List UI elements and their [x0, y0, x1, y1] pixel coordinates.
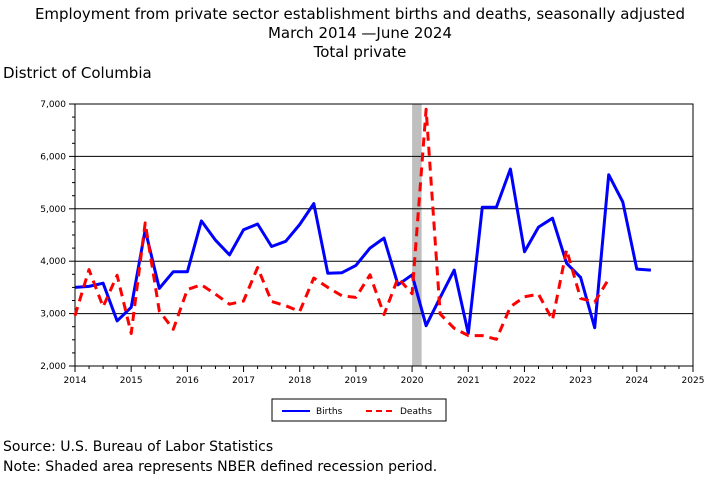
y-tick-label: 4,000 [40, 257, 66, 267]
x-tick-label: 2025 [682, 376, 705, 386]
chart-title: Employment from private sector establish… [34, 5, 686, 23]
chart-subtitle: Total private [313, 43, 407, 61]
x-tick-label: 2021 [457, 376, 480, 386]
recession-note: Note: Shaded area represents NBER define… [3, 459, 438, 475]
x-tick-label: 2020 [401, 376, 424, 386]
x-tick-label: 2017 [232, 376, 255, 386]
y-tick-label: 6,000 [40, 152, 66, 162]
x-tick-label: 2024 [625, 376, 648, 386]
x-tick-label: 2023 [569, 376, 592, 386]
y-tick-label: 3,000 [40, 310, 66, 320]
x-tick-label: 2014 [64, 376, 87, 386]
legend-label-deaths: Deaths [400, 407, 432, 417]
chart-date-range: March 2014 —June 2024 [267, 24, 453, 42]
x-tick-label: 2015 [120, 376, 143, 386]
y-tick-label: 7,000 [40, 100, 66, 110]
series-line-deaths [73, 107, 610, 341]
plot-frame [74, 103, 694, 367]
legend-label-births: Births [316, 407, 343, 417]
y-tick-label: 5,000 [40, 205, 66, 215]
series-line-births [74, 167, 652, 335]
y-tick-label: 2,000 [40, 362, 66, 372]
source-note: Source: U.S. Bureau of Labor Statistics [3, 439, 274, 455]
x-tick-label: 2018 [288, 376, 311, 386]
region-label: District of Columbia [3, 64, 152, 82]
x-tick-label: 2019 [344, 376, 367, 386]
legend-box [271, 398, 447, 422]
x-tick-label: 2022 [513, 376, 536, 386]
x-tick-label: 2016 [176, 376, 199, 386]
